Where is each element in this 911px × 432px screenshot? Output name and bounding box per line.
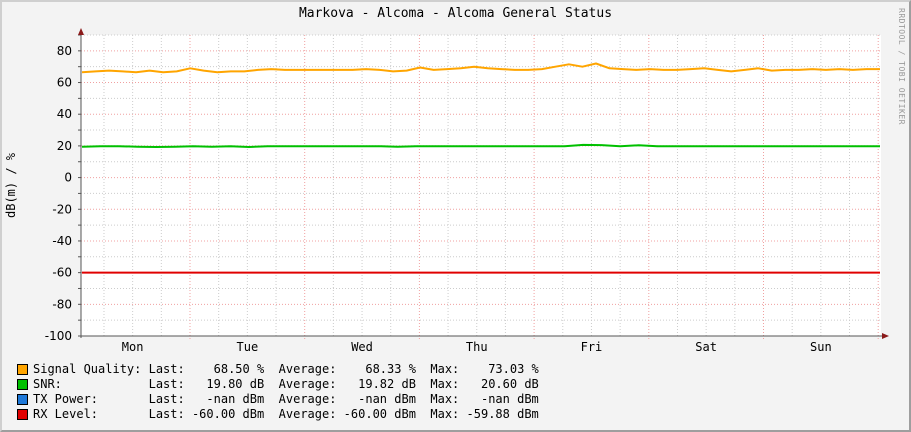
legend-swatch-icon: [17, 394, 28, 405]
legend-max-label: Max:: [415, 377, 460, 391]
legend-avg-value: 19.82 dB: [336, 377, 416, 391]
legend-avg-label: Average:: [264, 392, 337, 406]
x-tick-label: Fri: [581, 340, 603, 354]
legend-max-value: 73.03 %: [459, 362, 539, 376]
y-tick-label: 40: [57, 107, 72, 121]
y-tick-label: 20: [57, 139, 72, 153]
legend-max-value: -nan dBm: [459, 392, 539, 406]
legend-avg-label: Average:: [264, 362, 337, 376]
x-tick-label: Sun: [810, 340, 832, 354]
y-tick-label: 80: [57, 44, 72, 58]
legend-avg-label: Average:: [264, 407, 337, 421]
x-tick-label: Thu: [466, 340, 488, 354]
legend-avg-value: -60.00 dBm: [336, 407, 416, 421]
legend-last-label: Last:: [148, 407, 185, 421]
data-series: [81, 62, 880, 274]
legend-last-label: Last:: [148, 377, 185, 391]
legend-row: Signal Quality: Last: 68.50 % Average: 6…: [17, 362, 539, 377]
legend-max-value: -59.88 dBm: [459, 407, 539, 421]
plot-background: [81, 35, 881, 336]
legend-last-value: 19.80 dB: [184, 377, 265, 391]
y-tick-label: -20: [52, 202, 72, 216]
legend-row: TX Power: Last: -nan dBm Average: -nan d…: [17, 392, 539, 407]
legend-avg-value: 68.33 %: [336, 362, 416, 376]
legend-last-label: Last:: [148, 362, 185, 376]
x-tick-label: Wed: [351, 340, 373, 354]
legend-last-label: Last:: [148, 392, 185, 406]
x-tick-label: Mon: [122, 340, 144, 354]
legend: Signal Quality: Last: 68.50 % Average: 6…: [17, 362, 539, 422]
legend-last-value: -60.00 dBm: [184, 407, 265, 421]
x-axis-ticks: Mon Tue Wed Thu Fri Sat Sun: [122, 340, 832, 354]
legend-avg-value: -nan dBm: [336, 392, 416, 406]
y-tick-label: -60: [52, 266, 72, 280]
rrdtool-watermark: RRDTOOL / TOBI OETIKER: [897, 8, 906, 125]
legend-row: RX Level: Last: -60.00 dBm Average: -60.…: [17, 407, 539, 422]
legend-max-label: Max:: [415, 407, 460, 421]
legend-series-name: Signal Quality:: [33, 362, 149, 376]
legend-max-label: Max:: [415, 392, 460, 406]
y-tick-label: 60: [57, 76, 72, 90]
signal-quality-line: [81, 62, 880, 74]
legend-series-name: TX Power:: [33, 392, 149, 406]
legend-max-value: 20.60 dB: [459, 377, 539, 391]
legend-max-label: Max:: [415, 362, 460, 376]
y-tick-label: -100: [45, 329, 72, 343]
legend-series-name: RX Level:: [33, 407, 149, 421]
legend-swatch-icon: [17, 379, 28, 390]
legend-last-value: -nan dBm: [184, 392, 265, 406]
legend-series-name: SNR:: [33, 377, 149, 391]
x-axis-arrow-icon: [882, 333, 889, 339]
x-tick-label: Tue: [237, 340, 259, 354]
y-tick-label: -80: [52, 297, 72, 311]
legend-swatch-icon: [17, 364, 28, 375]
y-tick-label: -40: [52, 234, 72, 248]
snr-line: [81, 143, 880, 148]
chart-title: Markova - Alcoma - Alcoma General Status: [298, 6, 613, 21]
y-axis-ticks: 80 60 40 20 0 -20 -40 -60 -80 -100: [45, 34, 81, 343]
legend-last-value: 68.50 %: [184, 362, 265, 376]
y-tick-label: 0: [64, 171, 72, 185]
legend-row: SNR: Last: 19.80 dB Average: 19.82 dB Ma…: [17, 377, 539, 392]
y-axis-arrow-icon: [78, 28, 84, 35]
legend-avg-label: Average:: [264, 377, 337, 391]
x-tick-label: Sat: [695, 340, 717, 354]
legend-swatch-icon: [17, 409, 28, 420]
